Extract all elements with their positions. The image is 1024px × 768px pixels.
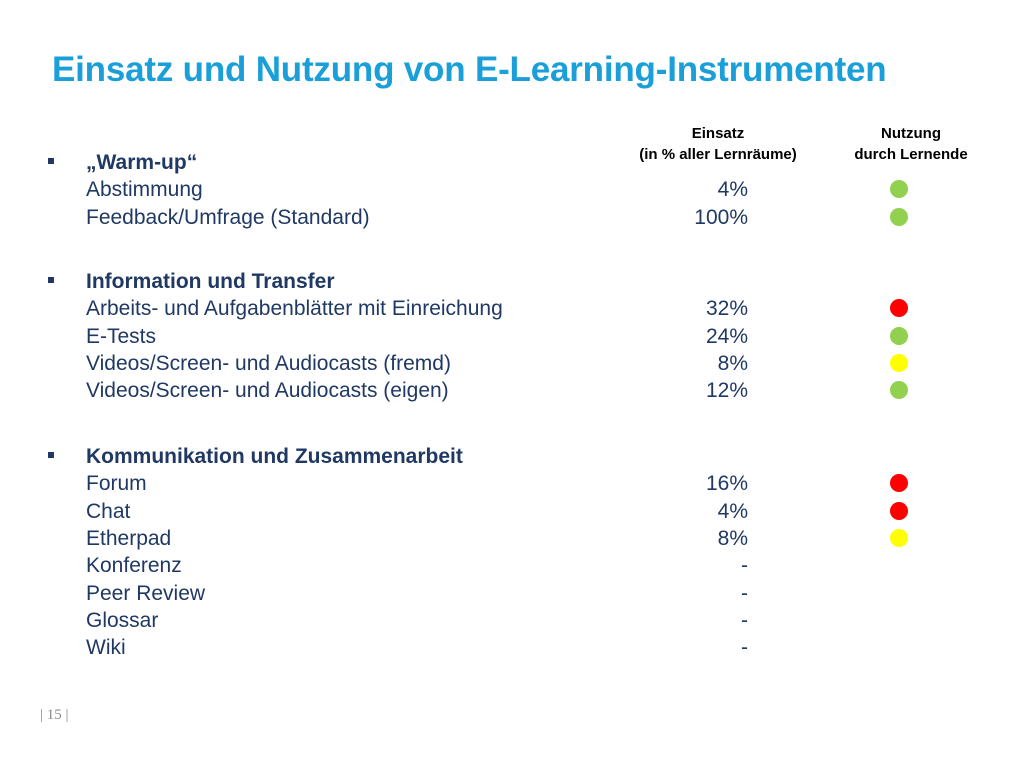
einsatz-value: 100% [694, 205, 748, 229]
einsatz-value: - [741, 581, 748, 605]
instrument-label: Wiki [86, 636, 126, 660]
nutzung-status-red-icon [890, 474, 908, 493]
table-row: Etherpad 8% [86, 525, 986, 552]
section-heading: Kommunikation und Zusammenarbeit [86, 443, 986, 470]
page-number: | 15 | [40, 707, 69, 723]
table-row: Videos/Screen- und Audiocasts (eigen) 12% [86, 377, 986, 404]
table-row: Abstimmung 4% [86, 176, 986, 203]
table-row: Chat 4% [86, 498, 986, 525]
instrument-label: Videos/Screen- und Audiocasts (eigen) [86, 379, 449, 403]
instrument-label: Etherpad [86, 526, 172, 550]
einsatz-value: 16% [705, 472, 748, 496]
table-row: Videos/Screen- und Audiocasts (fremd) 8% [86, 350, 986, 377]
nutzung-status-red-icon [890, 299, 908, 318]
bullet-marker [48, 277, 54, 283]
table-row: Wiki - [86, 634, 986, 661]
instrument-label: Forum [86, 472, 147, 496]
column-header-nutzung: Nutzung durch Lernende [826, 123, 996, 165]
bullet-marker [48, 452, 54, 458]
instrument-label: Arbeits- und Aufgabenblätter mit Einreic… [86, 297, 503, 321]
table-row: Feedback/Umfrage (Standard) 100% [86, 204, 986, 231]
nutzung-status-green-icon [890, 381, 908, 400]
einsatz-value: 8% [717, 526, 748, 550]
table-row: Glossar - [86, 607, 986, 634]
instrument-label: Glossar [86, 608, 159, 632]
section-heading-label: Kommunikation und Zusammenarbeit [86, 445, 463, 468]
nutzung-status-green-icon [890, 180, 908, 199]
einsatz-value: 8% [717, 351, 748, 375]
column-header-nutzung-line2: durch Lernende [854, 146, 968, 163]
instrument-label: Chat [86, 499, 131, 523]
einsatz-value: 24% [705, 324, 748, 348]
einsatz-value: 32% [705, 297, 748, 321]
instrument-label: Konferenz [86, 554, 182, 578]
column-header-einsatz-line2: (in % aller Lernräume) [639, 146, 797, 163]
nutzung-status-green-icon [890, 207, 908, 226]
einsatz-value: 12% [705, 379, 748, 403]
einsatz-value: - [741, 636, 748, 660]
section-heading: „Warm-up“ [86, 149, 986, 176]
column-header-einsatz: Einsatz (in % aller Lernräume) [608, 123, 828, 165]
table-row: Forum 16% [86, 470, 986, 497]
column-header-nutzung-line1: Nutzung [881, 125, 941, 142]
section-heading-label: „Warm-up“ [86, 151, 198, 174]
einsatz-value: 4% [717, 499, 748, 523]
einsatz-value: - [741, 554, 748, 578]
einsatz-value: 4% [717, 178, 748, 202]
table-row: Peer Review - [86, 580, 986, 607]
nutzung-status-red-icon [890, 501, 908, 520]
einsatz-value: - [741, 608, 748, 632]
nutzung-status-green-icon [890, 326, 908, 345]
instrument-label: Videos/Screen- und Audiocasts (fremd) [86, 351, 451, 375]
table-row: E-Tests 24% [86, 323, 986, 350]
nutzung-status-yellow-icon [890, 528, 908, 547]
table-row: Arbeits- und Aufgabenblätter mit Einreic… [86, 295, 986, 322]
section-heading: Information und Transfer [86, 268, 986, 295]
slide-title: Einsatz und Nutzung von E-Learning-Instr… [52, 50, 887, 89]
bullet-marker [48, 158, 54, 164]
instrument-label: E-Tests [86, 324, 157, 348]
section-heading-label: Information und Transfer [86, 270, 335, 293]
nutzung-status-yellow-icon [890, 353, 908, 372]
table-row: Konferenz - [86, 552, 986, 579]
column-header-einsatz-line1: Einsatz [691, 125, 745, 142]
instrument-label: Abstimmung [86, 178, 203, 202]
instrument-label: Feedback/Umfrage (Standard) [86, 205, 370, 229]
instrument-label: Peer Review [86, 581, 206, 605]
